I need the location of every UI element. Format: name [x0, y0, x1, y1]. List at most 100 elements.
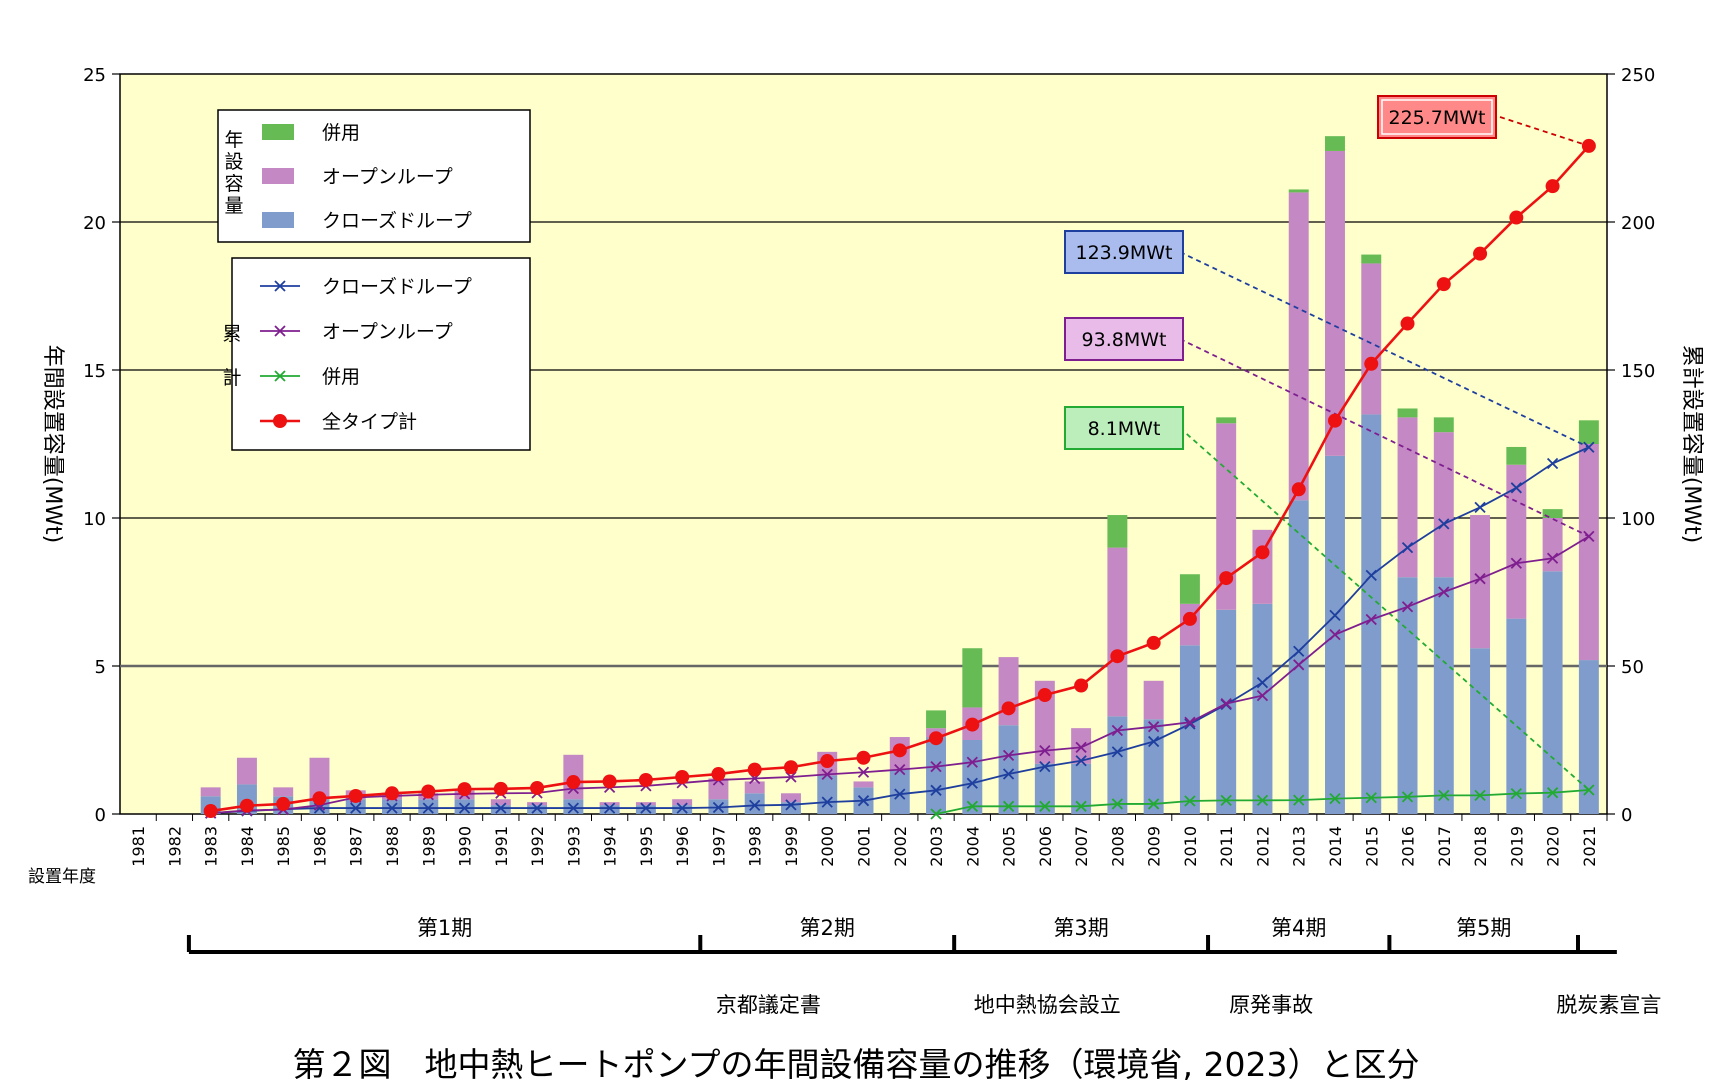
- x-tick-label: 1987: [347, 826, 366, 867]
- callout-leader-line: [1179, 427, 1590, 791]
- x-tick-label: 2006: [1036, 826, 1055, 867]
- x-tick-label: 2004: [963, 826, 982, 867]
- marker-クローズドループ: [712, 801, 725, 814]
- bar-2013: [1288, 192, 1309, 501]
- bar-2013: [1288, 189, 1309, 193]
- y-tick-label-left: 25: [83, 65, 106, 86]
- x-tick-label: 2014: [1326, 826, 1345, 867]
- marker-クローズドループ: [966, 777, 978, 789]
- bar-2004: [962, 740, 983, 814]
- marker-併用: [1293, 794, 1305, 806]
- marker-クローズドループ: [1039, 761, 1051, 773]
- bar-2006: [1034, 680, 1055, 764]
- bar-1992: [527, 802, 548, 806]
- marker-併用: [1184, 795, 1196, 807]
- x-tick-label: 1990: [456, 826, 475, 867]
- y-tick-label-right: 200: [1621, 213, 1655, 234]
- bar-2010: [1179, 645, 1200, 814]
- bar-2008: [1107, 515, 1128, 548]
- bar-1983: [200, 787, 221, 797]
- marker-オープンループ: [857, 766, 870, 778]
- y-tick-label-right: 50: [1621, 657, 1644, 678]
- marker-併用: [1039, 800, 1051, 812]
- marker-クローズドループ: [1401, 541, 1414, 554]
- period-label: 第2期: [800, 916, 855, 940]
- period-label: 第5期: [1456, 916, 1511, 940]
- legend-label-全タイプ計: 全タイプ計: [322, 411, 417, 433]
- marker-全タイプ計: [1473, 246, 1488, 261]
- bar-1993: [563, 799, 584, 814]
- marker-全タイプ計: [638, 772, 653, 787]
- marker-クローズドループ: [531, 802, 543, 814]
- bar-1988: [382, 799, 402, 814]
- marker-全タイプ計: [493, 781, 508, 796]
- x-tick-label: 1997: [709, 826, 728, 867]
- x-tick-label: 1992: [528, 826, 547, 867]
- marker-オープンループ: [785, 771, 797, 783]
- marker-オープンループ: [1293, 659, 1305, 671]
- x-tick-label: 1991: [492, 826, 511, 867]
- callout-inner-border: [1381, 99, 1493, 135]
- marker-全タイプ計: [1037, 688, 1052, 703]
- x-tick-label: 1996: [673, 826, 692, 867]
- bar-2015: [1361, 254, 1382, 264]
- y-tick-label-left: 5: [95, 657, 106, 678]
- marker-全タイプ計: [783, 760, 798, 775]
- marker-オープンループ: [1111, 724, 1124, 737]
- marker-併用: [1148, 798, 1160, 810]
- x-tick-label: 2011: [1217, 826, 1236, 867]
- marker-クローズドループ: [894, 788, 906, 800]
- callout-box: [1064, 230, 1184, 274]
- marker-クローズドループ: [1075, 755, 1087, 767]
- marker-全タイプ計: [1110, 649, 1125, 664]
- marker-オープンループ: [1583, 530, 1595, 542]
- bar-2009: [1143, 719, 1164, 814]
- legend-swatch-オープンループ: [262, 168, 294, 184]
- bar-2003: [926, 710, 947, 729]
- legend-label-オープンループ: オープンループ: [322, 321, 453, 343]
- y-axis-title-right: 累計設置容量(MWt): [1679, 345, 1704, 544]
- marker-併用: [1546, 787, 1559, 799]
- x-tick-label: 2001: [855, 826, 874, 867]
- y-tick-label-right: 150: [1621, 361, 1655, 382]
- bar-2017: [1433, 432, 1454, 578]
- legend-swatch-併用: [262, 124, 294, 140]
- bar-2020: [1542, 571, 1563, 814]
- callout-label: 123.9MWt: [1075, 242, 1172, 264]
- y-tick-label-left: 0: [95, 805, 106, 826]
- callout-box: [1064, 406, 1184, 450]
- bar-1986: [309, 757, 330, 800]
- callout-leader-line: [1179, 338, 1590, 538]
- marker-全タイプ計: [1581, 138, 1596, 153]
- bar-2021: [1578, 444, 1599, 661]
- callout-leader-line: [1499, 116, 1590, 147]
- legend-annual-group-label: 設: [224, 151, 243, 173]
- x-tick-label: 2013: [1290, 826, 1309, 867]
- marker-全タイプ計: [820, 754, 835, 769]
- y-tick-label-right: 250: [1621, 65, 1655, 86]
- callout-label: 225.7MWt: [1388, 107, 1485, 129]
- x-tick-label: 2000: [818, 826, 837, 867]
- marker-オープンループ: [1438, 586, 1450, 598]
- bar-1990: [454, 799, 475, 814]
- bar-1999: [780, 802, 801, 814]
- bar-1995: [635, 802, 656, 806]
- x-tick-label: 1982: [165, 826, 184, 867]
- legend-marker-併用: [274, 370, 286, 382]
- bar-1991: [490, 799, 511, 806]
- bar-1997: [708, 778, 729, 800]
- marker-全タイプ計: [239, 798, 254, 813]
- bar-2008: [1107, 716, 1128, 814]
- bar-2021: [1578, 420, 1599, 444]
- bar-2004: [962, 648, 983, 708]
- marker-併用: [1510, 787, 1522, 800]
- bar-2016: [1397, 408, 1418, 418]
- marker-全タイプ計: [1545, 179, 1560, 194]
- bar-2015: [1361, 263, 1382, 415]
- marker-クローズドループ: [785, 799, 797, 811]
- marker-併用: [1474, 789, 1486, 801]
- marker-オープンループ: [1256, 689, 1269, 702]
- marker-全タイプ計: [1364, 356, 1379, 371]
- marker-全タイプ計: [348, 788, 363, 803]
- marker-全タイプ計: [1291, 482, 1306, 497]
